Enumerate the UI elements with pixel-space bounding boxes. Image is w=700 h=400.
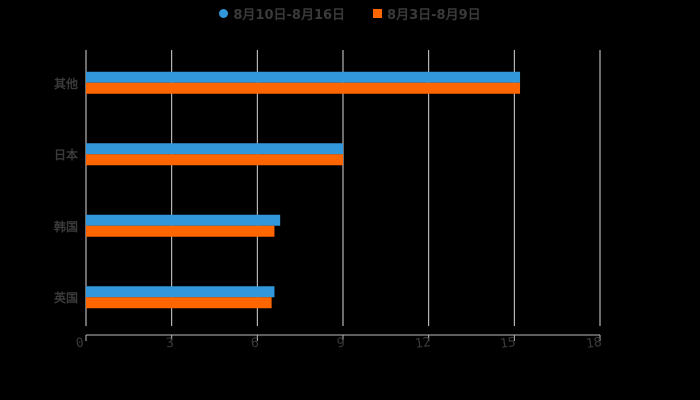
bar xyxy=(86,214,281,226)
y-category-label: 日本 xyxy=(53,148,78,163)
bar xyxy=(86,71,521,83)
legend-item-series-2[interactable]: 8月3日-8月9日 xyxy=(373,4,481,23)
bar xyxy=(86,82,521,94)
y-category-label: 英国 xyxy=(53,291,78,306)
legend-circle-icon xyxy=(219,8,229,18)
x-tick-label: 18 xyxy=(585,334,603,353)
bar xyxy=(86,143,343,155)
y-category-label: 其他 xyxy=(53,76,78,91)
y-category-label: 韩国 xyxy=(53,219,78,234)
legend-square-icon xyxy=(373,8,383,18)
legend-item-series-1[interactable]: 8月10日-8月16日 xyxy=(219,4,345,23)
bar xyxy=(86,297,272,309)
bar xyxy=(86,154,343,166)
bar xyxy=(86,286,275,298)
chart-legend: 8月10日-8月16日 8月3日-8月9日 xyxy=(0,3,700,23)
bar xyxy=(86,225,275,237)
x-tick-label: 12 xyxy=(413,334,432,353)
x-tick-label: 15 xyxy=(499,334,517,353)
legend-label: 8月10日-8月16日 xyxy=(233,7,346,23)
x-tick-label: 3 xyxy=(164,335,175,352)
legend-label: 8月3日-8月9日 xyxy=(387,7,481,23)
